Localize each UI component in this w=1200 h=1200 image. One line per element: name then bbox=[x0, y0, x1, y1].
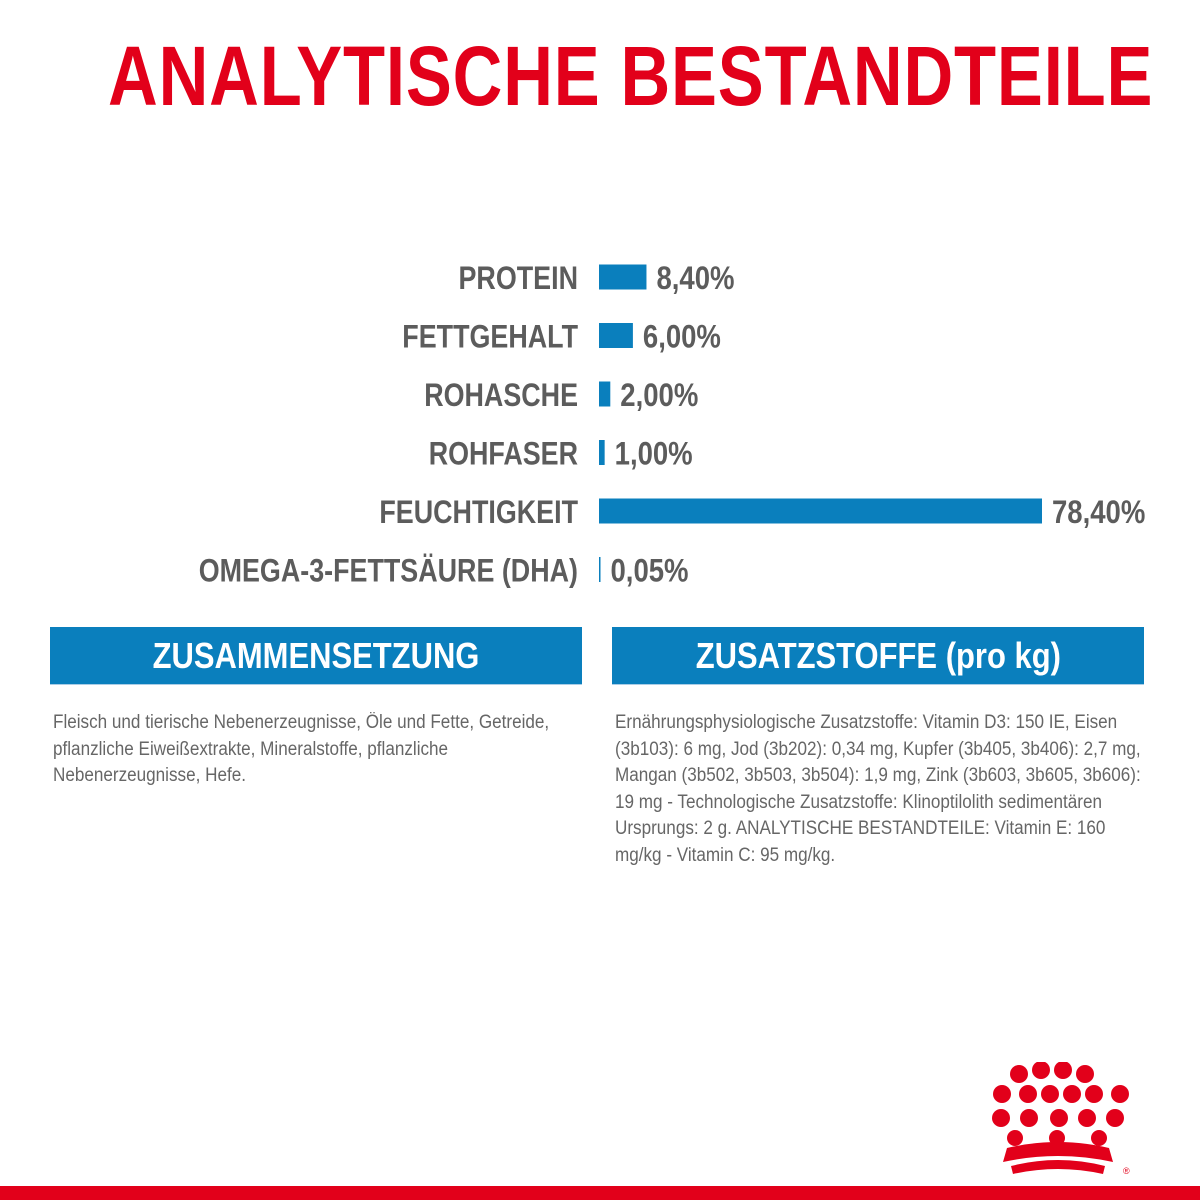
value-label: 8,40% bbox=[656, 260, 734, 296]
value-label: 0,05% bbox=[611, 553, 689, 589]
additives-header-label: ZUSATZSTOFFE (pro kg) bbox=[695, 634, 1061, 676]
category-label: OMEGA-3-FETTSÄURE (DHA) bbox=[199, 553, 578, 589]
value-label: 78,40% bbox=[1052, 494, 1145, 530]
crown-logo-icon: ® bbox=[992, 1062, 1130, 1176]
nutrient-bar-chart: PROTEIN 8,40% FETTGEHALT 6,00% ROHASCHE 2,00%… bbox=[199, 260, 1146, 589]
category-label: ROHFASER bbox=[429, 436, 578, 472]
category-label: PROTEIN bbox=[459, 260, 579, 296]
category-label: FETTGEHALT bbox=[402, 319, 578, 355]
additives-text: Ernährungsphysiologische Zusatzstoffe: V… bbox=[615, 712, 1141, 866]
data-bar bbox=[599, 264, 647, 290]
data-bar bbox=[599, 323, 633, 348]
composition-text-block: Fleisch und tierische Nebenerzeugnisse, … bbox=[53, 710, 588, 790]
value-label: 1,00% bbox=[615, 436, 693, 472]
composition-text: Fleisch und tierische Nebenerzeugnisse, … bbox=[53, 712, 550, 786]
additives-text-block: Ernährungsphysiologische Zusatzstoffe: V… bbox=[615, 710, 1150, 869]
data-bar bbox=[599, 557, 601, 582]
composition-header-label: ZUSAMMENSETZUNG bbox=[152, 634, 480, 676]
data-bar bbox=[599, 381, 611, 407]
category-label: FEUCHTIGKEIT bbox=[379, 494, 578, 530]
page-title: ANALYTISCHE BESTANDTEILE bbox=[108, 29, 1154, 123]
data-bar bbox=[599, 498, 1042, 524]
value-label: 2,00% bbox=[620, 377, 698, 413]
bottom-red-strip bbox=[0, 1186, 1200, 1200]
additives-header: ZUSATZSTOFFE (pro kg) bbox=[612, 627, 1144, 685]
data-bar bbox=[599, 440, 605, 465]
registered-mark: ® bbox=[1123, 1166, 1130, 1176]
value-label: 6,00% bbox=[643, 319, 721, 355]
composition-header: ZUSAMMENSETZUNG bbox=[50, 627, 582, 685]
category-label: ROHASCHE bbox=[424, 377, 578, 413]
